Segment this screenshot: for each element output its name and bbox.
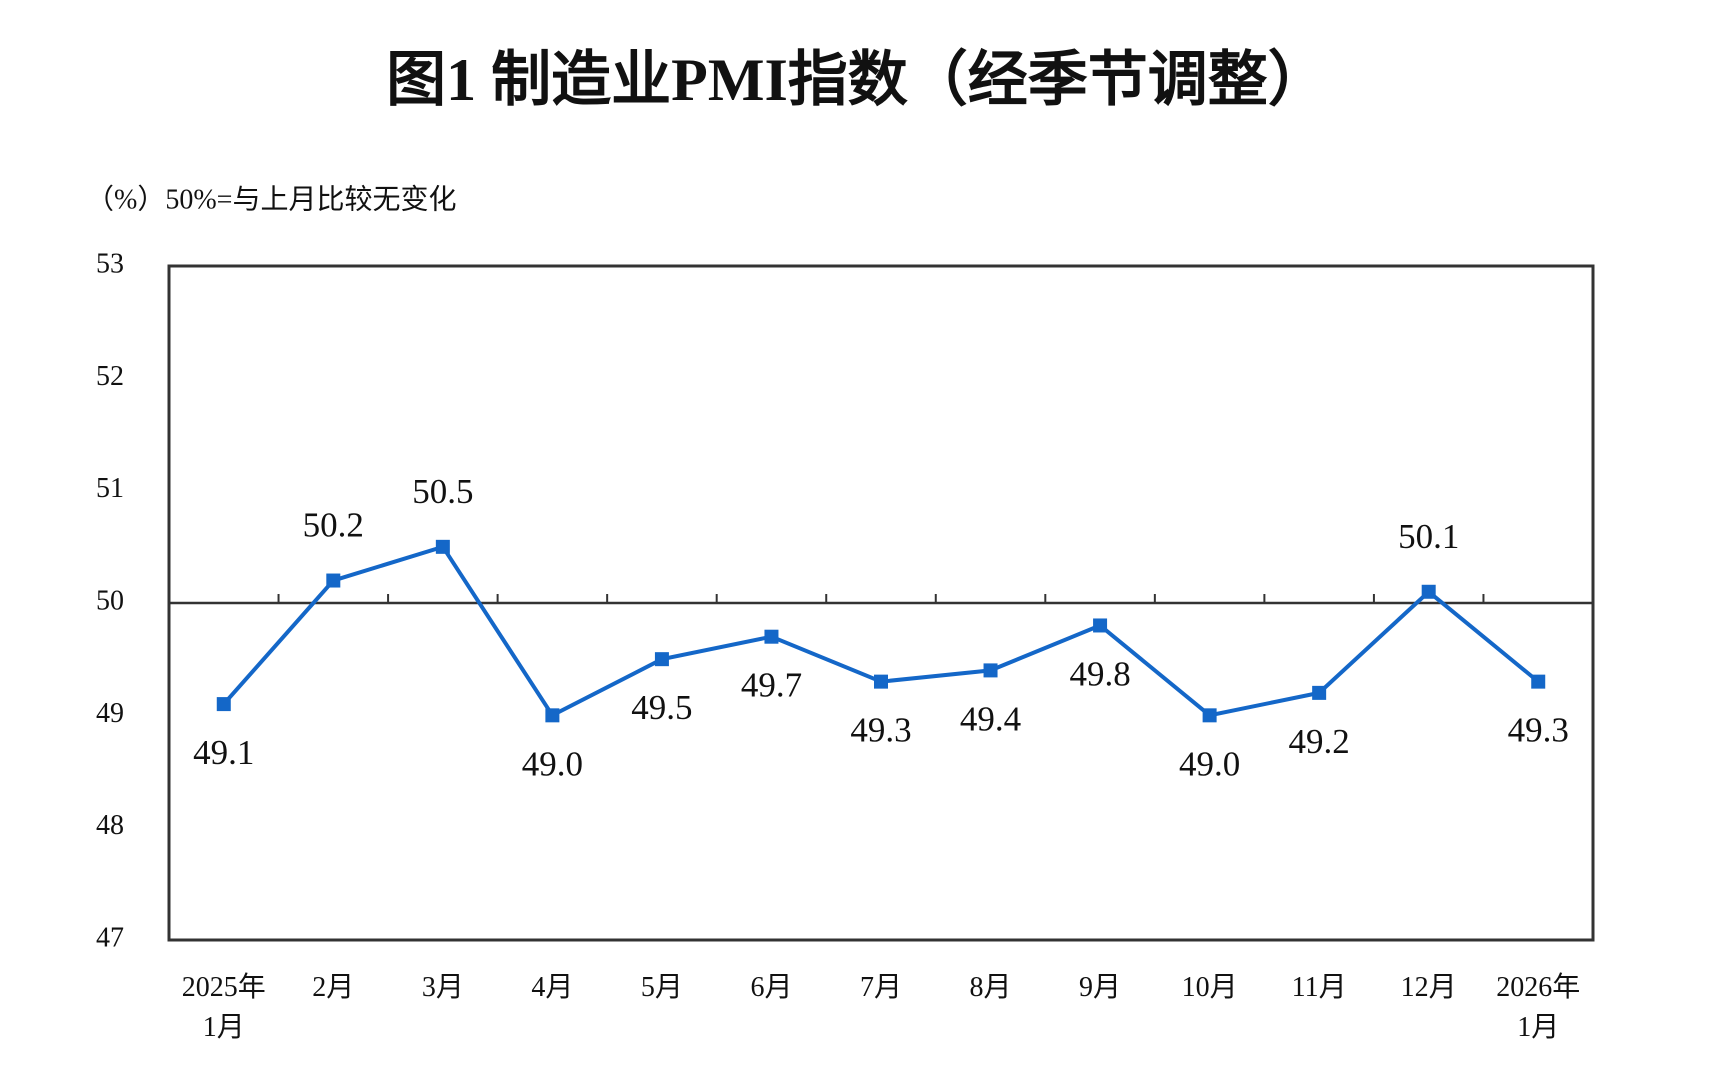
x-tick-label: 2025年 1月 (181, 972, 266, 1043)
chart-subtitle: （%）50%=与上月比较无变化 (86, 183, 456, 215)
data-label: 49.3 (850, 711, 911, 750)
data-point (1531, 674, 1546, 689)
data-point (435, 539, 450, 554)
y-tick-label: 49 (96, 698, 124, 729)
x-tick-label: 12月 (1400, 972, 1457, 1003)
data-point (326, 573, 341, 588)
data-point (216, 697, 231, 712)
data-label: 50.5 (412, 472, 473, 511)
x-tick-label: 2026年 1月 (1496, 972, 1581, 1043)
data-label: 50.2 (303, 506, 364, 545)
data-point (1093, 618, 1108, 633)
data-point (545, 708, 560, 723)
data-label: 49.3 (1508, 711, 1569, 750)
x-tick-label: 5月 (640, 972, 683, 1003)
data-point (983, 663, 998, 678)
y-tick-label: 52 (96, 361, 124, 392)
y-tick-label: 53 (96, 248, 124, 279)
x-tick-label: 6月 (750, 972, 793, 1003)
x-tick-label: 11月 (1291, 972, 1347, 1003)
data-label: 49.0 (522, 744, 583, 783)
data-point (654, 652, 669, 667)
x-tick-label: 4月 (531, 972, 574, 1003)
data-label: 50.1 (1398, 517, 1459, 556)
y-tick-label: 51 (96, 473, 124, 504)
x-tick-label: 3月 (421, 972, 464, 1003)
data-point (1421, 584, 1436, 599)
data-label: 49.8 (1069, 654, 1130, 693)
data-label: 49.0 (1179, 744, 1240, 783)
data-label: 49.7 (741, 666, 802, 705)
x-tick-label: 9月 (1079, 972, 1122, 1003)
chart-title: 图1 制造业PMI指数（经季节调整） (386, 46, 1328, 113)
x-tick-label: 8月 (969, 972, 1012, 1003)
y-tick-label: 48 (96, 810, 124, 841)
y-tick-label: 47 (96, 922, 124, 953)
x-tick-label: 2月 (312, 972, 355, 1003)
data-point (874, 674, 888, 689)
x-tick-label: 7月 (859, 972, 902, 1003)
data-point (1312, 685, 1327, 700)
y-tick-label: 50 (96, 585, 124, 616)
data-label: 49.2 (1289, 722, 1350, 761)
x-tick-label: 10月 (1181, 972, 1238, 1003)
data-label: 49.4 (960, 699, 1021, 738)
data-label: 49.5 (631, 688, 692, 727)
data-point (1202, 708, 1217, 723)
data-label: 49.1 (193, 733, 254, 772)
data-point (764, 629, 779, 644)
series-line (222, 544, 1540, 718)
